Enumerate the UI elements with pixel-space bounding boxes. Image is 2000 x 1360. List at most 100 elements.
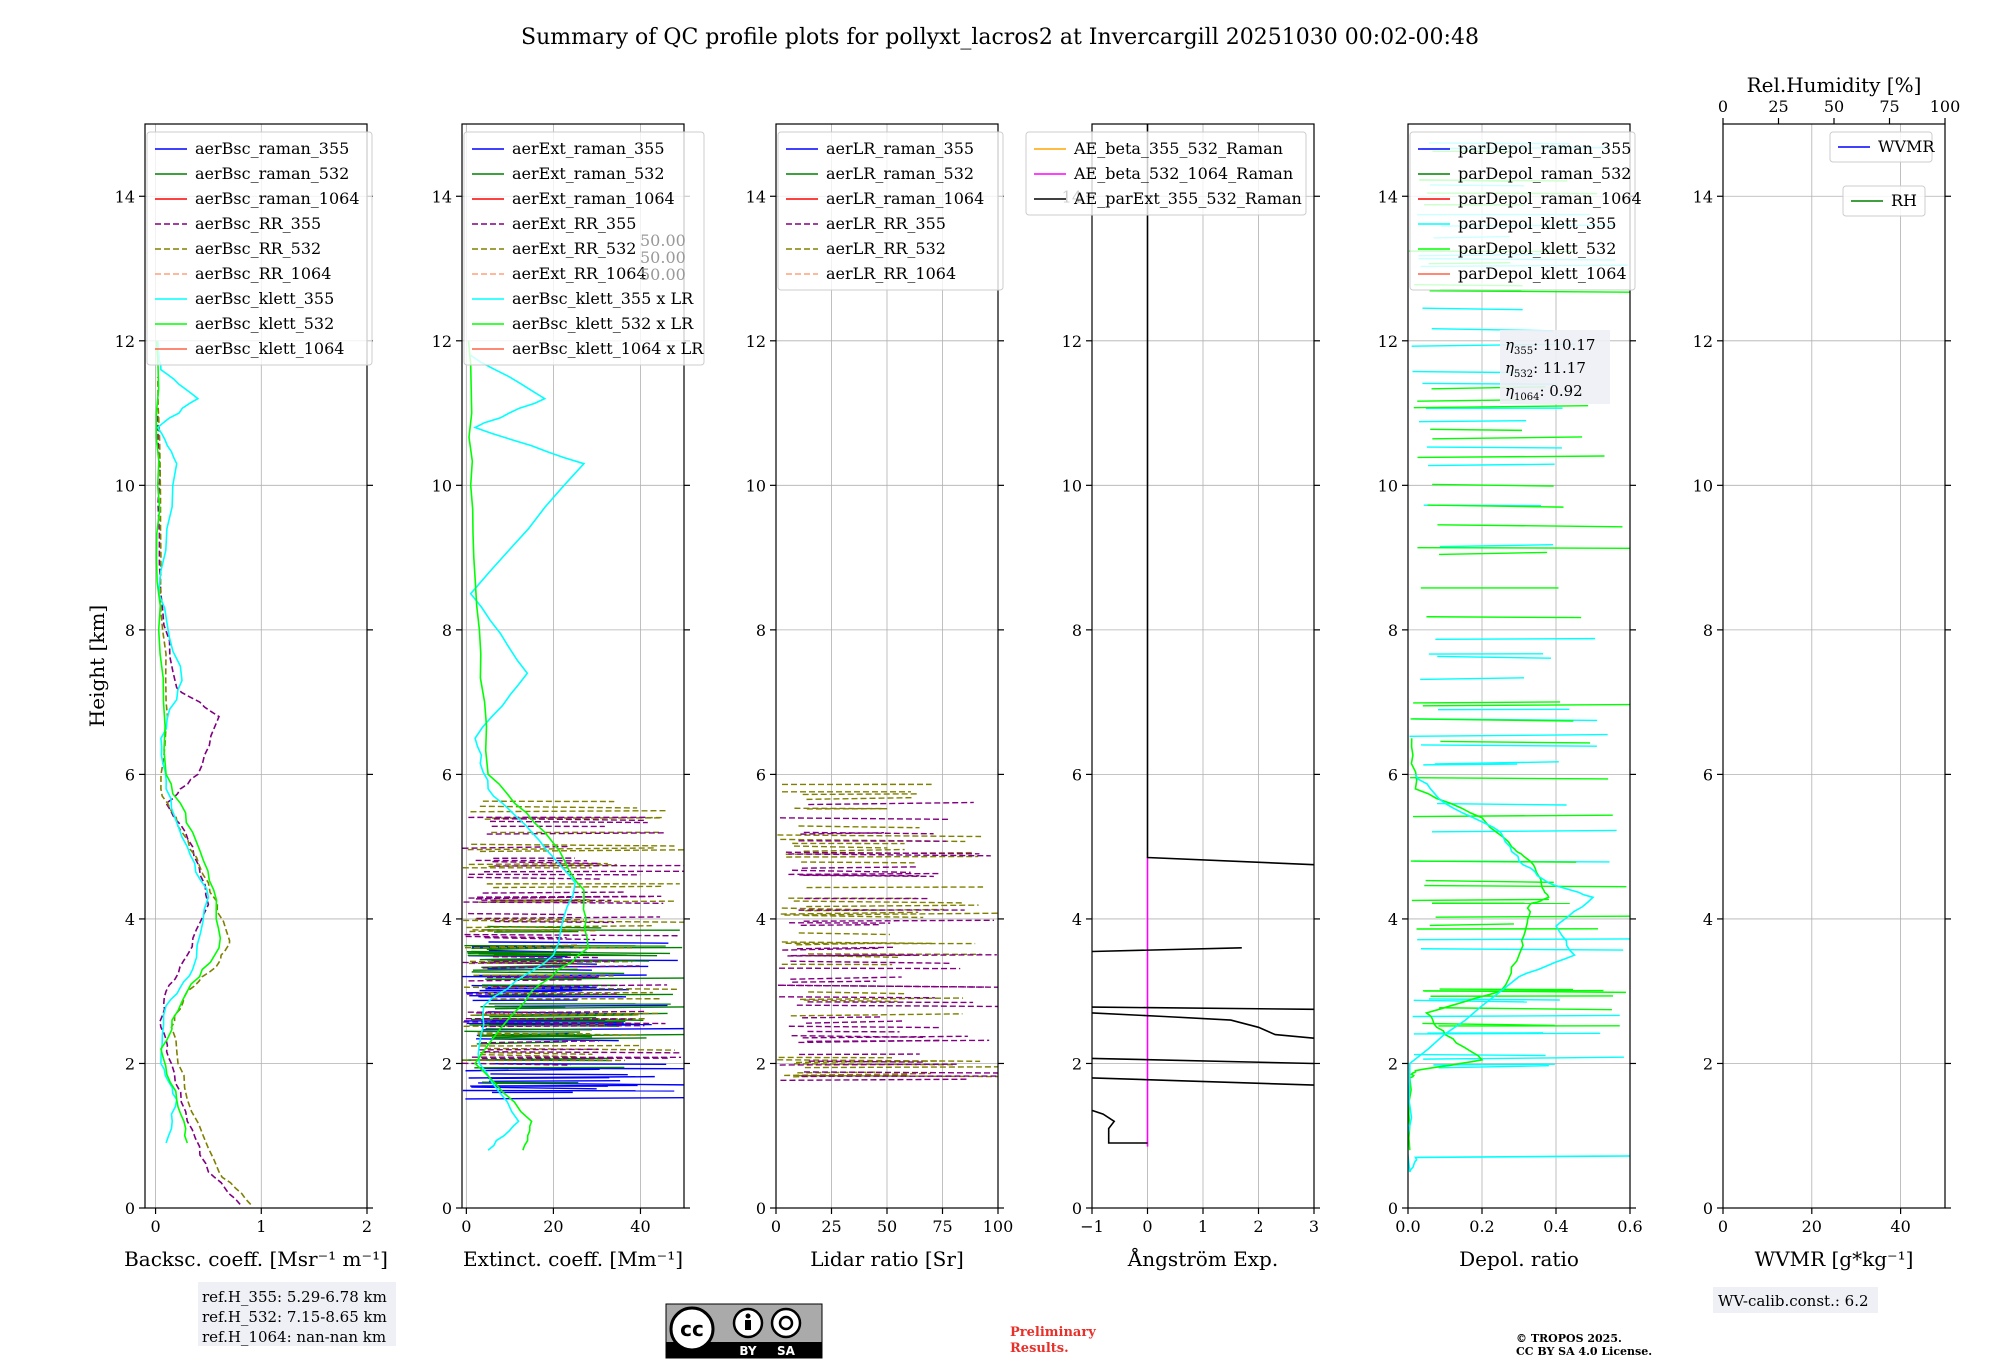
series-spike-parDepol_klett_532 [1440, 740, 1591, 744]
series-spike-parDepol_klett_532 [1417, 455, 1605, 459]
legend-frame [146, 131, 373, 366]
legend-entry: RH [1891, 191, 1917, 210]
series-spike-aerExt_RR_532 [469, 928, 566, 933]
y-tick-label: 12 [1062, 332, 1082, 351]
series-spike-aerExt_raman_532 [478, 1033, 684, 1037]
series-spike-aerExt_raman_532 [471, 971, 625, 975]
plot-area [462, 340, 684, 1151]
y-axis-label: Height [km] [85, 605, 109, 727]
series-spike-parDepol_klett_355 [1417, 938, 1630, 941]
series-spike-aerExt_raman_355 [488, 941, 669, 944]
series-spike-aerLR_RR_355 [790, 960, 952, 965]
series-spike-aerExt_raman_355 [465, 990, 583, 994]
plot-area [777, 783, 998, 1082]
series-spike-aerExt_raman_532 [464, 1030, 581, 1033]
series-spike-aerExt_RR_355 [462, 845, 568, 849]
preliminary-line2: Results. [1010, 1341, 1069, 1356]
series-spike-parDepol_klett_355 [1437, 655, 1551, 659]
wv-calib-box: WV-calib.const.: 6.2 [1713, 1287, 1878, 1313]
series-spike-parDepol_klett_355 [1435, 637, 1596, 640]
series-spike-aerExt_raman_532 [488, 993, 673, 996]
sa-icon [770, 1307, 802, 1339]
series-spike-aerExt_raman_532 [472, 968, 578, 971]
sa-icon-arrow [778, 1315, 794, 1331]
x-tick-label: 0.2 [1469, 1217, 1494, 1236]
y-tick-label: 10 [746, 476, 766, 495]
series-spike-aerExt_RR_355 [464, 933, 680, 937]
legend-entry: aerBsc_RR_532 [195, 239, 321, 258]
series-spike-aerExt_RR_355 [486, 976, 600, 979]
y-tick-label: 2 [125, 1054, 135, 1073]
series-spike-parDepol_klett_355 [1423, 763, 1518, 766]
legend-entry: aerExt_RR_532 [512, 239, 636, 258]
series-spike-parDepol_klett_355 [1412, 1014, 1620, 1018]
series-spike-aerLR_RR_532 [801, 861, 915, 864]
series-spike-aerExt_RR_532 [467, 847, 654, 851]
series-spike-parDepol_klett_532 [1410, 860, 1577, 863]
y-tick-label: 6 [756, 765, 766, 784]
series-spike-aerExt_RR_532 [468, 862, 608, 866]
x-tick-label: 1 [256, 1217, 266, 1236]
x-tick-label: 20 [543, 1217, 563, 1236]
series-spike-aerLR_RR_355 [788, 872, 941, 876]
series-spike-parDepol_klett_532 [1432, 483, 1554, 487]
series-spike-aerExt_RR_532 [463, 919, 684, 923]
x-axis-label: Depol. ratio [1459, 1247, 1579, 1271]
series-spike-aerExt_raman_532 [481, 964, 568, 968]
y-tick-label: 2 [1072, 1054, 1082, 1073]
preliminary-line1: Preliminary [1010, 1325, 1096, 1340]
x-axis-label: Extinct. coeff. [Mm⁻¹] [463, 1247, 683, 1271]
x2-tick-label: 100 [1930, 97, 1961, 116]
series-spike-aerExt_RR_355 [486, 832, 667, 835]
x2-tick-label: 75 [1879, 97, 1899, 116]
legend-entry: aerBsc_raman_355 [195, 139, 349, 158]
legend-entry: aerBsc_RR_355 [195, 214, 321, 233]
x-tick-label: 0 [1142, 1217, 1152, 1236]
plot-area [1092, 124, 1314, 1147]
series-spike-aerExt_raman_355 [468, 1075, 655, 1079]
x-axis-label: Backsc. coeff. [Msr⁻¹ m⁻¹] [124, 1247, 388, 1271]
legend-frame [1842, 185, 1926, 217]
series-spike-aerExt_RR_532 [493, 885, 664, 889]
panel-6: 0 25 50 75 100 Rel.Humidity [%] 0 20 40 0 2 4 6 8 10 12… [1693, 73, 1961, 1271]
series-spike-parDepol_klett_355 [1428, 463, 1555, 467]
ref-height-355: ref.H_355: 5.29-6.78 km [202, 1288, 387, 1306]
lr-value: 50.00 [640, 265, 686, 284]
plot-area [155, 340, 252, 1205]
series-spike-parDepol_klett_532 [1424, 884, 1627, 888]
legend: AE_beta_355_532_Raman AE_beta_532_1064_Ra… [1025, 131, 1307, 216]
legend-frame [1829, 131, 1933, 163]
ref-height-box: ref.H_355: 5.29-6.78 km ref.H_532: 7.15-… [198, 1282, 396, 1346]
y-tick-label: 8 [1703, 621, 1713, 640]
legend: parDepol_raman_355 parDepol_raman_532 parD… [1409, 131, 1642, 291]
legend-entry: parDepol_raman_532 [1458, 164, 1631, 183]
series-spike-parDepol_klett_532 [1422, 703, 1630, 707]
x-tick-label: 0 [1718, 1217, 1728, 1236]
series-spike-aerLR_RR_355 [779, 817, 949, 821]
series-spike-parDepol_klett_355 [1420, 677, 1525, 681]
legend-frame [777, 131, 1004, 291]
series-spike-parDepol_klett_532 [1427, 504, 1564, 508]
legend-entry: aerLR_raman_1064 [826, 189, 984, 208]
series-spike-parDepol_klett_532 [1437, 524, 1623, 528]
series-spike-aerLR_RR_355 [807, 1001, 974, 1004]
legend-entry: AE_parExt_355_532_Raman [1073, 189, 1302, 208]
series-spike-aerExt_RR_532 [480, 1051, 593, 1055]
y-tick-label: 8 [1072, 621, 1082, 640]
legend-entry: parDepol_raman_355 [1458, 139, 1631, 158]
series-spike-aerExt_RR_355 [484, 936, 596, 941]
legend-entry: aerLR_RR_355 [826, 214, 946, 233]
x-tick-label: 0 [771, 1217, 781, 1236]
series-spike-parDepol_klett_355 [1437, 802, 1567, 806]
series-spike-aerLR_RR_355 [785, 851, 980, 855]
series-spike-aerExt_raman_355 [465, 1068, 600, 1072]
legend: WVMR RH [1829, 131, 1935, 217]
series-spike-aerLR_RR_532 [801, 954, 901, 959]
series-spike-aerLR_RR_355 [792, 980, 877, 983]
legend-entry: parDepol_klett_532 [1458, 239, 1616, 258]
series-spike-parDepol_klett_355 [1423, 1056, 1624, 1060]
series-spike-parDepol_klett_532 [1410, 776, 1609, 780]
series-spike-aerLR_RR_532 [804, 1066, 998, 1069]
